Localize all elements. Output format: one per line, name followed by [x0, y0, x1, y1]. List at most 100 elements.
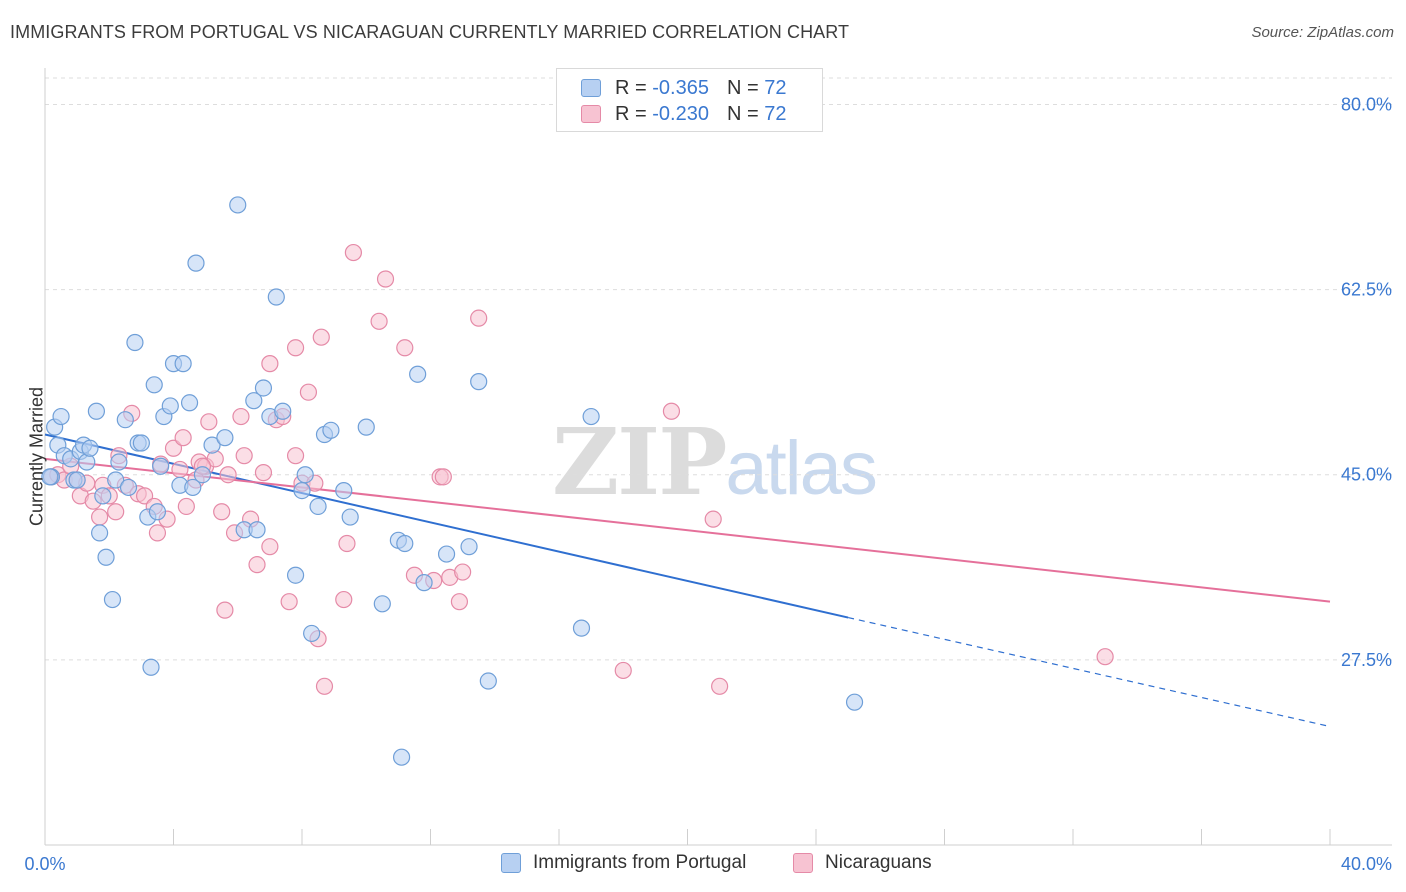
- legend-row-nicaraguans: R = -0.230 N = 72: [581, 102, 786, 126]
- portugal-point: [274, 402, 292, 420]
- correlation-legend: R = -0.365 N = 72 R = -0.230 N = 72: [556, 68, 823, 132]
- nicaraguans-point: [312, 328, 330, 346]
- legend-swatch-blue: [581, 79, 601, 97]
- portugal-point: [409, 365, 427, 383]
- legend-swatch-pink: [793, 853, 813, 873]
- portugal-point: [293, 481, 311, 500]
- nicaraguans-point: [216, 601, 234, 619]
- portugal-point: [145, 376, 163, 394]
- portugal-point: [296, 466, 314, 484]
- portugal-point: [267, 288, 285, 306]
- series-portugal: [41, 196, 864, 766]
- y-tick-label: 45.0%: [1341, 465, 1392, 485]
- x-tick-label: 0.0%: [24, 854, 65, 874]
- x-tick-label: 40.0%: [1341, 854, 1392, 874]
- grid-lines: [45, 77, 1392, 661]
- nicaraguans-point: [614, 661, 632, 680]
- nicaraguans-point: [219, 466, 237, 484]
- series-legend: Immigrants from Portugal Nicaraguans: [0, 852, 1406, 878]
- portugal-point: [52, 407, 70, 426]
- nicaraguans-trend-line: [44, 457, 1331, 603]
- portugal-point: [479, 672, 497, 690]
- portugal-point: [460, 538, 478, 556]
- portugal-trend-extension: [847, 616, 1331, 728]
- legend-r-value: -0.230: [652, 102, 709, 125]
- portugal-point: [303, 624, 321, 643]
- nicaraguans-point: [213, 503, 231, 521]
- portugal-point: [94, 487, 112, 505]
- portugal-point: [572, 619, 591, 637]
- nicaraguans-point: [280, 593, 298, 611]
- legend-item-nicaraguans[interactable]: Nicaraguans: [793, 852, 932, 874]
- nicaraguans-point: [370, 312, 388, 330]
- portugal-point: [245, 392, 263, 410]
- nicaraguans-point: [261, 355, 279, 373]
- portugal-point: [87, 402, 106, 420]
- watermark: ZIPatlas: [552, 408, 878, 516]
- portugal-point: [97, 548, 115, 566]
- legend-r-label: R =: [615, 76, 647, 99]
- portugal-point: [470, 373, 488, 391]
- portugal-point: [107, 471, 125, 489]
- nicaraguans-point: [454, 563, 472, 581]
- legend-label-nicaraguans: Nicaraguans: [825, 852, 932, 873]
- nicaraguans-point: [711, 677, 729, 695]
- series-nicaraguans: [42, 243, 1114, 695]
- nicaraguans-point: [376, 270, 395, 288]
- nicaraguans-point: [107, 503, 125, 521]
- portugal-point: [110, 453, 128, 471]
- watermark-zip: ZIP: [552, 408, 727, 516]
- nicaraguans-point: [232, 407, 250, 426]
- portugal-point: [341, 508, 359, 526]
- y-tick-label: 27.5%: [1341, 650, 1392, 670]
- portugal-point: [132, 434, 150, 452]
- nicaraguans-point: [450, 593, 469, 611]
- portugal-point: [68, 471, 86, 489]
- portugal-point: [322, 421, 340, 439]
- portugal-point: [41, 468, 59, 486]
- y-tick-label: 80.0%: [1341, 94, 1392, 114]
- nicaraguans-point: [344, 243, 362, 262]
- nicaraguans-point: [135, 487, 154, 505]
- nicaraguans-point: [662, 402, 681, 420]
- portugal-point: [126, 333, 144, 352]
- nicaraguans-point: [470, 309, 488, 327]
- nicaraguans-point: [396, 339, 414, 357]
- nicaraguans-point: [335, 590, 353, 609]
- nicaraguans-point: [286, 447, 305, 465]
- portugal-point: [229, 196, 247, 214]
- y-tick-label: 62.5%: [1341, 280, 1392, 300]
- portugal-point: [437, 545, 456, 563]
- nicaraguans-point: [315, 677, 334, 695]
- nicaraguans-point: [171, 460, 189, 479]
- portugal-point: [180, 394, 199, 412]
- legend-r-label: R =: [615, 102, 647, 125]
- nicaraguans-point: [261, 538, 279, 556]
- source-label: Source: ZipAtlas.com: [1251, 24, 1394, 41]
- portugal-point: [254, 379, 273, 397]
- axes: [44, 68, 1392, 846]
- portugal-point: [415, 574, 433, 592]
- portugal-point: [161, 397, 179, 415]
- portugal-point: [142, 658, 160, 676]
- chart-title: IMMIGRANTS FROM PORTUGAL VS NICARAGUAN C…: [10, 22, 850, 42]
- legend-n-label: N =: [726, 102, 759, 125]
- nicaraguans-point: [254, 464, 273, 482]
- portugal-point: [203, 436, 221, 454]
- legend-item-portugal[interactable]: Immigrants from Portugal: [501, 852, 746, 874]
- portugal-point: [309, 497, 327, 516]
- portugal-point: [148, 503, 167, 521]
- nicaraguans-point: [148, 524, 167, 542]
- portugal-point: [357, 418, 375, 436]
- portugal-point: [286, 566, 305, 584]
- portugal-point: [845, 693, 864, 711]
- legend-row-portugal: R = -0.365 N = 72: [581, 76, 786, 100]
- nicaraguans-point: [434, 468, 452, 486]
- nicaraguans-point: [1096, 648, 1114, 666]
- nicaraguans-point: [177, 497, 195, 516]
- y-axis-label: Currently Married: [26, 386, 47, 527]
- legend-r-value: -0.365: [652, 76, 709, 99]
- trend-lines: [44, 433, 1331, 728]
- portugal-point: [335, 481, 353, 500]
- nicaraguans-point: [704, 510, 722, 528]
